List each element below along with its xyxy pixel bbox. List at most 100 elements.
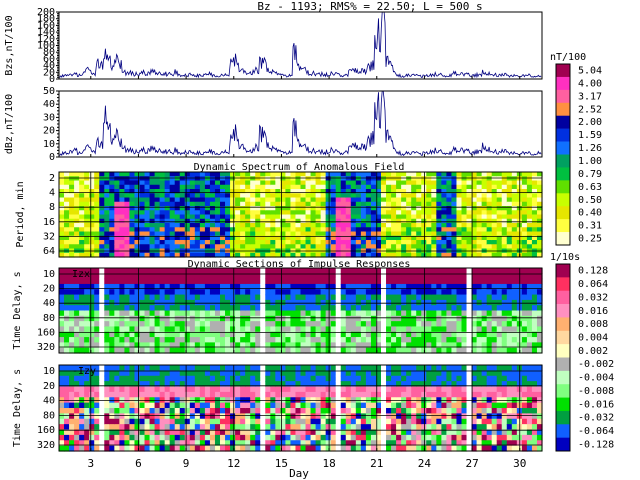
- heatmap-cell: [174, 440, 181, 447]
- heatmap-cell: [260, 331, 266, 338]
- heatmap-cell: [375, 214, 382, 220]
- heatmap-cell: [220, 310, 226, 317]
- heatmap-cell: [99, 289, 105, 296]
- heatmap-cell: [340, 268, 347, 274]
- heatmap-cell: [204, 386, 211, 393]
- heatmap-cell: [315, 235, 322, 241]
- heatmap-cell: [345, 445, 352, 452]
- heatmap-cell: [89, 434, 95, 441]
- heatmap-cell: [154, 206, 161, 211]
- heatmap-cell: [265, 402, 271, 409]
- heatmap-cell: [295, 347, 302, 354]
- heatmap-cell: [310, 214, 317, 220]
- heatmap-cell: [69, 434, 75, 441]
- heatmap-cell: [315, 210, 322, 216]
- heatmap-cell: [189, 231, 196, 237]
- heatmap-cell: [370, 176, 377, 182]
- heatmap-cell: [441, 218, 448, 224]
- heatmap-cell: [235, 252, 241, 258]
- heatmap-cell: [506, 172, 513, 177]
- heatmap-cell: [134, 180, 141, 186]
- heatmap-cell: [285, 252, 292, 258]
- heatmap-cell: [214, 223, 221, 228]
- heatmap-cell: [194, 231, 201, 237]
- heatmap-cell: [451, 386, 458, 393]
- heatmap-cell: [79, 365, 85, 371]
- heatmap-cell: [184, 386, 191, 393]
- heatmap-cell: [179, 321, 186, 328]
- heatmap-cell: [370, 214, 377, 220]
- heatmap-cell: [194, 227, 201, 233]
- heatmap-cell: [69, 184, 75, 190]
- heatmap-cell: [310, 331, 317, 338]
- heatmap-cell: [330, 342, 337, 349]
- heatmap-cell: [119, 289, 126, 296]
- heatmap-cell: [325, 413, 332, 420]
- heatmap-cell: [386, 235, 392, 241]
- heatmap-cell: [179, 413, 186, 420]
- heatmap-cell: [401, 189, 407, 194]
- heatmap-cell: [325, 315, 332, 322]
- heatmap-cell: [486, 214, 493, 220]
- heatmap-cell: [129, 418, 136, 425]
- heatmap-cell: [240, 193, 246, 199]
- heatmap-cell: [104, 235, 110, 241]
- heatmap-cell: [189, 370, 196, 377]
- heatmap-cell: [270, 268, 276, 274]
- heatmap-cell: [235, 180, 241, 186]
- heatmap-cell: [330, 180, 337, 186]
- heatmap-cell: [526, 244, 533, 250]
- heatmap-cell: [496, 305, 503, 312]
- heatmap-cell: [426, 321, 432, 328]
- heatmap-cell: [531, 294, 538, 301]
- heatmap-cell: [411, 210, 417, 216]
- heatmap-cell: [235, 244, 241, 250]
- heatmap-cell: [260, 201, 266, 207]
- heatmap-cell: [199, 365, 206, 371]
- heatmap-cell: [406, 214, 412, 220]
- heatmap-cell: [209, 294, 216, 301]
- heatmap-cell: [365, 252, 372, 258]
- heatmap-cell: [129, 214, 136, 220]
- heatmap-cell: [144, 402, 151, 409]
- heatmap-cell: [99, 408, 105, 414]
- heatmap-cell: [386, 197, 392, 203]
- heatmap-cell: [436, 408, 442, 414]
- heatmap-cell: [305, 268, 312, 274]
- heatmap-cell: [305, 381, 312, 388]
- heatmap-cell: [315, 214, 322, 220]
- heatmap-cell: [84, 218, 90, 224]
- heatmap-cell: [104, 424, 110, 431]
- heatmap-cell: [209, 402, 216, 409]
- heatmap-cell: [436, 342, 442, 349]
- heatmap-cell: [441, 273, 448, 280]
- heatmap-cell: [305, 214, 312, 220]
- heatmap-cell: [179, 347, 186, 354]
- heatmap-cell: [391, 370, 397, 377]
- heatmap-cell: [335, 172, 342, 177]
- heatmap-cell: [340, 283, 347, 290]
- heatmap-cell: [340, 201, 347, 207]
- heatmap-cell: [235, 326, 241, 333]
- heatmap-cell: [79, 231, 85, 237]
- heatmap-cell: [345, 424, 352, 431]
- heatmap-cell: [154, 440, 161, 447]
- heatmap-cell: [461, 375, 468, 382]
- heatmap-cell: [109, 214, 115, 220]
- heatmap-cell: [129, 227, 136, 233]
- heatmap-cell: [375, 244, 382, 250]
- heatmap-cell: [104, 386, 110, 393]
- heatmap-cell: [310, 445, 317, 452]
- izx-cells: [59, 268, 543, 354]
- heatmap-cell: [305, 206, 312, 211]
- heatmap-cell: [350, 240, 357, 245]
- heatmap-cell: [370, 305, 377, 312]
- heatmap-cell: [486, 331, 493, 338]
- heatmap-cell: [159, 240, 166, 245]
- heatmap-cell: [144, 278, 151, 285]
- heatmap-cell: [255, 429, 261, 436]
- heatmap-cell: [315, 331, 322, 338]
- heatmap-cell: [94, 268, 100, 274]
- heatmap-cell: [335, 180, 342, 186]
- heatmap-cell: [159, 424, 166, 431]
